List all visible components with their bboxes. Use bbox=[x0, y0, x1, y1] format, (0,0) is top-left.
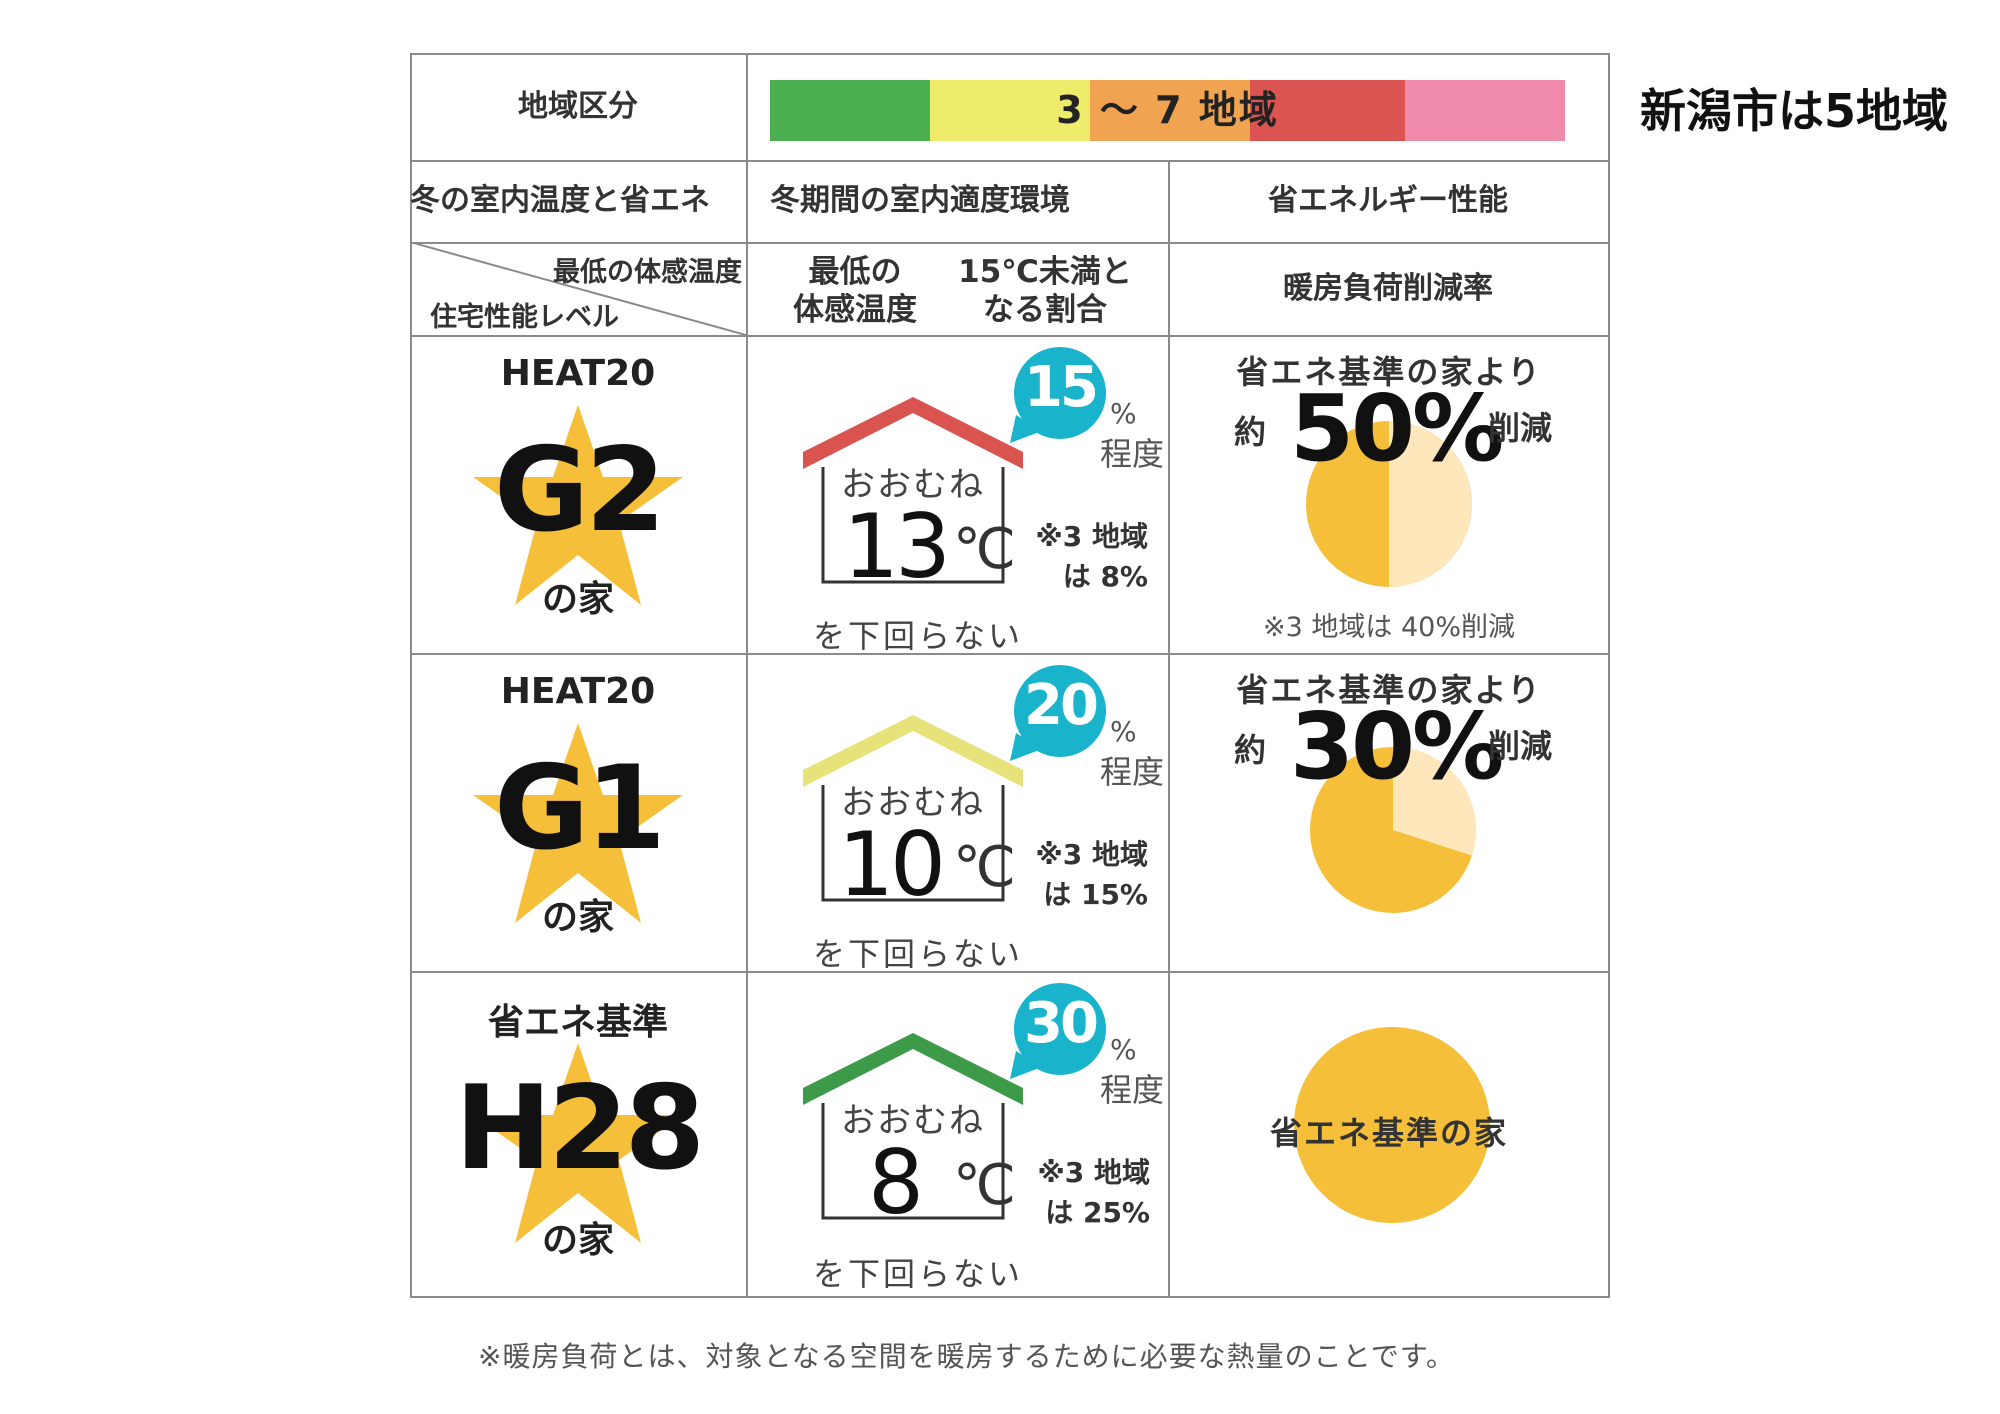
level-cell-h28: 省エネ基準 H28 の家 bbox=[410, 971, 746, 1296]
speech-bubble-icon bbox=[1010, 983, 1106, 1079]
speech-bubble-icon bbox=[1010, 347, 1106, 443]
diag-label-bottom: 住宅性能レベル bbox=[430, 302, 619, 333]
reduction-suffix: 削減 bbox=[1488, 409, 1553, 447]
zone-7-8 bbox=[1405, 80, 1565, 141]
region-note: 新潟市は5地域 bbox=[1640, 84, 1949, 138]
env-cell-g2: 15 % 程度 おおむね 13 ℃ ※3 地域 は 8% を下回らない bbox=[748, 337, 1168, 655]
min-temp-unit: ℃ bbox=[953, 835, 1016, 900]
level-sub: 省エネ基準 bbox=[487, 1002, 668, 1043]
min-temp-value: 13 bbox=[843, 495, 951, 598]
footnote: ※暖房負荷とは、対象となる空間を暖房するために必要な熱量のことです。 bbox=[478, 1340, 1455, 1373]
reduction-pie bbox=[1310, 747, 1476, 913]
reduction-pie bbox=[1306, 421, 1472, 587]
not-below-label: を下回らない bbox=[813, 935, 1024, 973]
level-cell-g2: HEAT20 G2 の家 bbox=[410, 335, 746, 653]
energy-cell-h28: 省エネ基準の家 bbox=[1170, 973, 1608, 1296]
zone3-note: ※3 地域 は 25% bbox=[1037, 1156, 1150, 1229]
ratio-unit: % bbox=[1110, 715, 1137, 748]
speech-bubble-icon bbox=[1010, 665, 1106, 761]
zone-4 bbox=[1090, 80, 1250, 141]
energy-cell-g2: 省エネ基準の家より 約 50% 削減 ※3 地域は 40%削減 bbox=[1170, 337, 1608, 653]
region-color-bar bbox=[770, 80, 1565, 141]
diag-label-top: 最低の体感温度 bbox=[553, 257, 742, 288]
level-cell-g1: HEAT20 G1 の家 bbox=[410, 653, 746, 971]
ratio-value: 30 bbox=[1024, 991, 1099, 1056]
zone3-note: ※3 地域 は 15% bbox=[1035, 838, 1148, 911]
star-icon bbox=[473, 405, 683, 605]
baseline-pie bbox=[1294, 1027, 1490, 1223]
level-house: の家 bbox=[541, 1220, 614, 1261]
zone-1-2 bbox=[770, 80, 930, 141]
region-range: 3 〜 7 地域 bbox=[1056, 88, 1279, 132]
level-main: G1 bbox=[494, 741, 666, 876]
ratio-value: 20 bbox=[1024, 673, 1099, 738]
level-main: G2 bbox=[494, 423, 666, 558]
level-sub: HEAT20 bbox=[500, 671, 656, 712]
min-temp-unit: ℃ bbox=[953, 1153, 1016, 1218]
house-icon bbox=[803, 715, 1023, 902]
env-cell-h28: 30 % 程度 おおむね 8 ℃ ※3 地域 は 25% を下回らない bbox=[748, 973, 1168, 1296]
level-sub: HEAT20 bbox=[500, 353, 656, 394]
level-house: の家 bbox=[541, 897, 614, 938]
approx-label: おおむね bbox=[841, 465, 985, 505]
col-header-environment: 冬期間の室内適度環境 bbox=[770, 183, 1070, 218]
col-header-energy: 省エネルギー性能 bbox=[1268, 183, 1508, 218]
ratio-value: 15 bbox=[1024, 355, 1099, 420]
approx-label: おおむね bbox=[841, 783, 985, 823]
min-temp-value: 10 bbox=[838, 813, 946, 916]
house-icon bbox=[803, 1033, 1023, 1220]
baseline-label: 省エネ基準の家 bbox=[1269, 1114, 1508, 1152]
zone3-note: ※3 地域 は 8% bbox=[1035, 520, 1148, 593]
energy-cell-g1: 省エネ基準の家より 約 30% 削減 bbox=[1170, 655, 1608, 971]
not-below-label: を下回らない bbox=[813, 1255, 1024, 1293]
approx-prefix: 約 bbox=[1234, 413, 1267, 451]
ratio-approx: 程度 bbox=[1100, 753, 1165, 791]
reduction-heading: 省エネ基準の家より bbox=[1236, 353, 1542, 391]
subheader-min-temp: 最低の 体感温度 bbox=[793, 254, 917, 328]
diagonal-divider bbox=[410, 242, 746, 335]
approx-prefix: 約 bbox=[1234, 731, 1267, 769]
approx-label: おおむね bbox=[841, 1101, 985, 1141]
house-icon bbox=[803, 397, 1023, 584]
ratio-approx: 程度 bbox=[1100, 435, 1165, 473]
min-temp-value: 8 bbox=[868, 1131, 924, 1234]
comparison-table: 地域区分 3 〜 7 地域 冬の室内温度と省エネ 冬期間の室内適度環境 省エネル… bbox=[410, 53, 1610, 1298]
zone3-reduction-note: ※3 地域は 40%削減 bbox=[1263, 612, 1515, 643]
star-icon bbox=[473, 723, 683, 923]
level-main: H28 bbox=[454, 1061, 706, 1196]
reduction-value: 30% bbox=[1290, 693, 1504, 800]
ratio-unit: % bbox=[1110, 397, 1137, 430]
env-cell-g1: 20 % 程度 おおむね 10 ℃ ※3 地域 は 15% を下回らない bbox=[748, 655, 1168, 973]
subheader-ratio: 15℃未満と なる割合 bbox=[958, 254, 1132, 328]
min-temp-unit: ℃ bbox=[953, 517, 1016, 582]
reduction-heading: 省エネ基準の家より bbox=[1236, 671, 1542, 709]
region-label: 地域区分 bbox=[518, 89, 638, 124]
ratio-approx: 程度 bbox=[1100, 1071, 1165, 1109]
ratio-unit: % bbox=[1110, 1033, 1137, 1066]
level-house: の家 bbox=[541, 579, 614, 620]
zone-5-6 bbox=[1250, 80, 1405, 141]
subheader-heating: 暖房負荷削減率 bbox=[1283, 271, 1493, 306]
reduction-value: 50% bbox=[1290, 375, 1504, 482]
reduction-suffix: 削減 bbox=[1488, 727, 1553, 765]
not-below-label: を下回らない bbox=[813, 617, 1024, 655]
zone-3 bbox=[930, 80, 1090, 141]
star-icon bbox=[473, 1043, 683, 1243]
col-header-level: 冬の室内温度と省エネ bbox=[410, 183, 710, 218]
